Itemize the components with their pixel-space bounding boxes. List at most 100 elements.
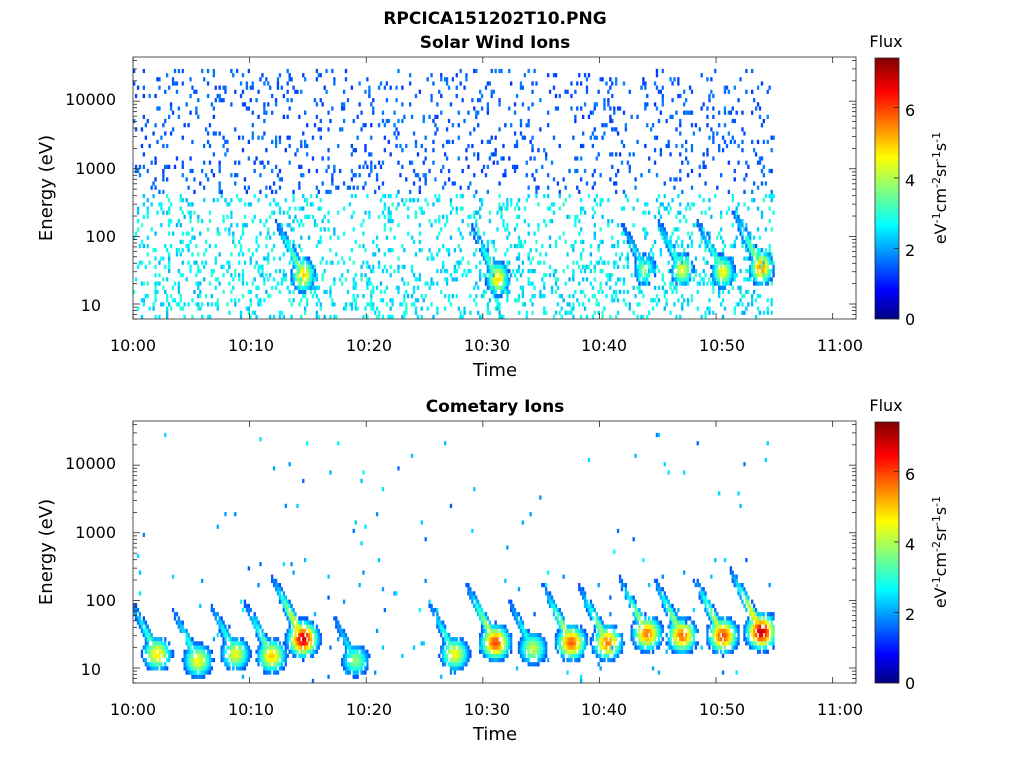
heatmap-cell <box>729 273 733 278</box>
heatmap-cell <box>307 285 311 290</box>
heatmap-cell <box>455 662 458 667</box>
heatmap-cell <box>166 666 169 671</box>
heatmap-cell <box>160 256 163 261</box>
heatmap-cell <box>189 156 192 161</box>
heatmap-cell <box>595 102 598 107</box>
heatmap-cell <box>447 298 451 303</box>
heatmap-cell <box>206 177 210 182</box>
heatmap-cell <box>296 148 299 153</box>
heatmap-cell <box>385 81 389 86</box>
heatmap-cell <box>144 294 148 299</box>
heatmap-cell <box>212 73 216 78</box>
heatmap-cell <box>286 239 289 244</box>
heatmap-cell <box>263 277 266 282</box>
heatmap-cell <box>683 269 686 274</box>
heatmap-cell <box>675 273 678 278</box>
heatmap-cell <box>197 653 200 658</box>
heatmap-cell <box>653 102 657 107</box>
heatmap-cell <box>513 608 517 613</box>
heatmap-cell <box>302 256 305 261</box>
heatmap-cell <box>243 658 247 663</box>
heatmap-cell <box>276 658 280 663</box>
heatmap-cell <box>389 219 392 224</box>
heatmap-cell <box>154 645 157 650</box>
heatmap-cell <box>601 314 604 319</box>
heatmap-cell <box>169 102 173 107</box>
heatmap-cell <box>272 666 276 671</box>
heatmap-cell <box>313 649 317 654</box>
heatmap-cell <box>593 269 596 274</box>
heatmap-cell <box>323 289 326 294</box>
heatmap-cell <box>377 310 381 315</box>
heatmap-cell <box>236 68 239 74</box>
heatmap-cell <box>459 248 462 253</box>
heatmap-cell <box>199 294 202 299</box>
heatmap-cell <box>473 591 476 596</box>
heatmap-cell <box>548 244 552 249</box>
heatmap-cell <box>753 260 756 265</box>
heatmap-cell <box>683 89 686 94</box>
heatmap-cell <box>442 637 445 642</box>
heatmap-cell <box>366 281 369 286</box>
heatmap-cell <box>300 89 303 94</box>
heatmap-cell <box>733 277 736 282</box>
heatmap-cell <box>723 277 727 282</box>
heatmap-cell <box>480 314 484 319</box>
heatmap-cell <box>226 148 229 153</box>
heatmap-cell <box>599 256 602 261</box>
solar-wind-ytick-labels: 10000 1000 100 10 <box>65 90 116 315</box>
heatmap-cell <box>162 666 165 671</box>
heatmap-cell <box>276 223 280 228</box>
heatmap-cell <box>445 219 449 224</box>
heatmap-cell <box>552 273 556 278</box>
heatmap-cell <box>455 260 458 265</box>
heatmap-cell <box>449 235 453 240</box>
heatmap-cell <box>469 587 472 592</box>
heatmap-cell <box>683 277 686 282</box>
heatmap-cell <box>164 244 167 249</box>
heatmap-cell <box>564 310 567 315</box>
heatmap-cell <box>189 77 192 82</box>
heatmap-cell <box>195 649 198 654</box>
heatmap-cell <box>267 645 270 650</box>
heatmap-cell <box>315 114 319 119</box>
heatmap-cell <box>720 260 723 265</box>
heatmap-cell <box>278 583 282 588</box>
heatmap-cell <box>723 123 727 128</box>
heatmap-cell <box>383 194 387 199</box>
heatmap-cell <box>257 298 260 303</box>
heatmap-cell <box>430 608 433 613</box>
heatmap-cell <box>560 624 563 629</box>
heatmap-cell <box>644 620 647 625</box>
heatmap-cell <box>484 620 488 625</box>
solar-wind-ticks <box>132 57 856 320</box>
heatmap-cell <box>552 314 556 319</box>
solar-wind-ylabel: Energy (eV) <box>36 135 57 241</box>
heatmap-cell <box>354 302 357 307</box>
heatmap-cell <box>708 198 711 203</box>
heatmap-cell <box>195 89 198 94</box>
heatmap-cell <box>634 177 637 182</box>
heatmap-cell <box>255 314 258 319</box>
heatmap-cell <box>360 273 363 278</box>
heatmap-cell <box>306 633 309 638</box>
heatmap-cell <box>721 273 725 278</box>
heatmap-cell <box>379 281 383 286</box>
heatmap-cell <box>341 106 344 111</box>
heatmap-cell <box>529 512 532 517</box>
heatmap-cell <box>444 624 447 629</box>
heatmap-cell <box>762 139 766 144</box>
heatmap-cell <box>218 168 221 174</box>
heatmap-cell <box>447 248 451 253</box>
heatmap-cell <box>760 156 764 161</box>
heatmap-cell <box>716 131 719 136</box>
heatmap-cell <box>276 583 280 588</box>
heatmap-cell <box>727 110 731 115</box>
heatmap-cell <box>459 641 462 646</box>
heatmap-cell <box>284 231 287 236</box>
heatmap-cell <box>473 603 476 608</box>
heatmap-cell <box>436 235 439 240</box>
heatmap-cell <box>239 198 243 203</box>
heatmap-cell <box>416 173 420 178</box>
heatmap-cell <box>636 256 639 261</box>
